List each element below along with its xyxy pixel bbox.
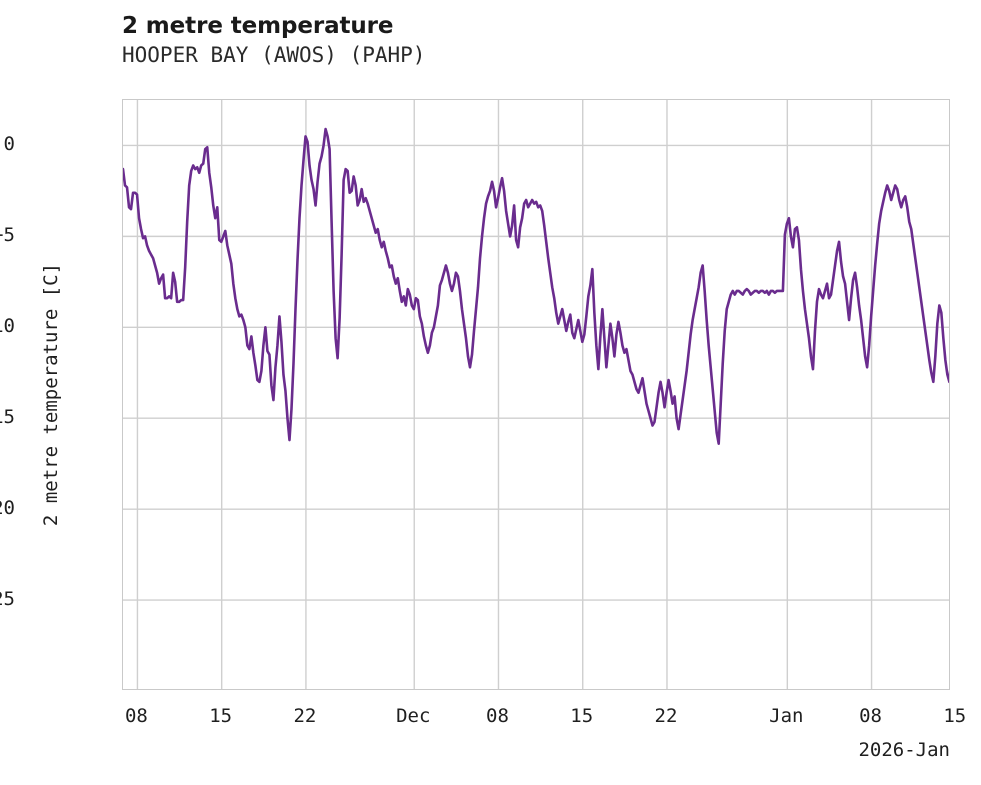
x-tick-label: Dec [396,705,431,727]
y-tick-label: −15 [0,406,15,429]
y-tick-label: −5 [0,224,15,247]
chart-canvas [123,100,949,689]
x-tick-label: 22 [654,705,678,727]
vertical-gridlines [136,100,873,689]
x-tick-label: 15 [943,705,967,727]
title-block: 2 metre temperature HOOPER BAY (AWOS) (P… [122,12,962,70]
y-tick-label: 0 [3,133,15,156]
plot-area[interactable] [122,99,950,690]
x-tick-label: 15 [570,705,594,727]
page-title: 2 metre temperature [122,13,394,39]
y-axis-label: 2 metre temperature [C] [40,262,62,527]
x-tick-label: 08 [124,705,148,727]
x-tick-label: 08 [486,705,509,727]
y-tick-label: −10 [0,315,15,338]
x-tick-label: 22 [293,705,317,727]
y-tick-label: −25 [0,588,15,611]
x-tick-label: 15 [209,705,233,727]
x-axis-offset-label: 2026-Jan [858,739,950,761]
chart-subtitle-station: HOOPER BAY (AWOS) (PAHP) [122,43,426,67]
horizontal-gridlines [123,144,949,601]
temperature-line-series [123,127,949,445]
y-tick-label: −20 [0,497,15,520]
x-tick-label: Jan [769,705,804,727]
x-tick-label: 08 [859,705,883,727]
